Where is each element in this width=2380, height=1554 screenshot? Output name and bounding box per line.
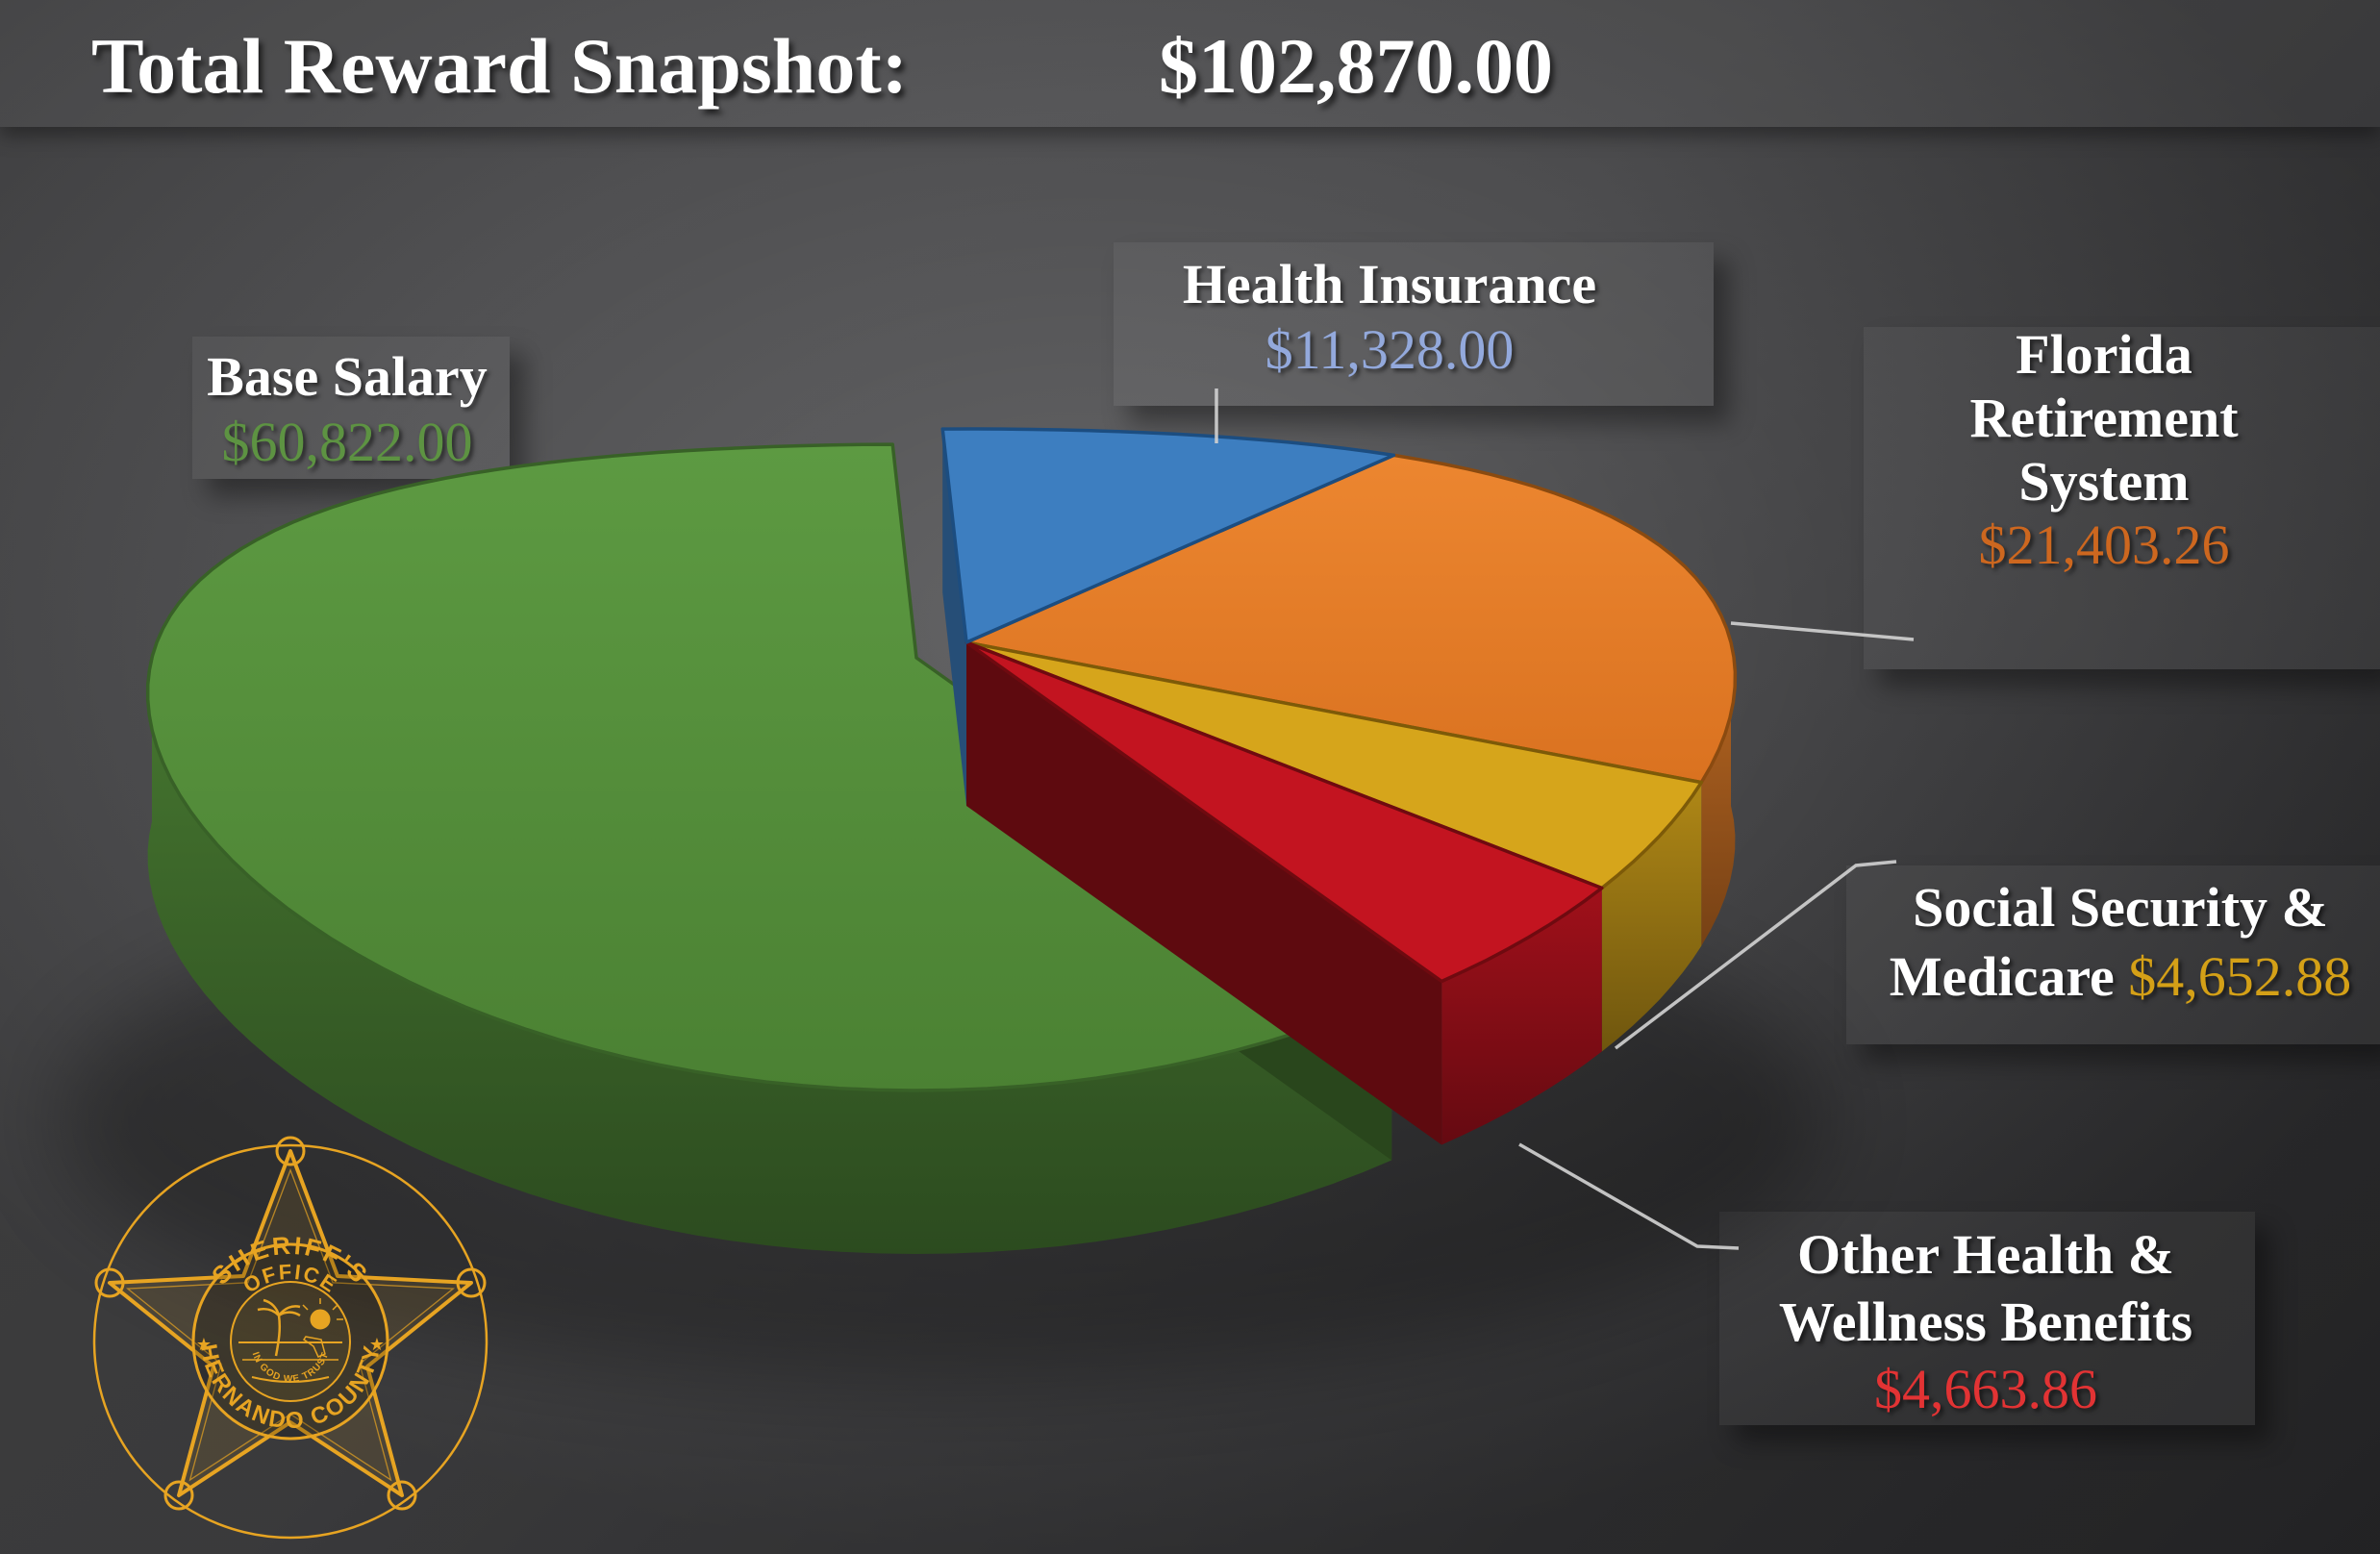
badge-star-outline <box>108 1149 473 1497</box>
callout-social-security-line2: Medicare $4,652.88 <box>1851 942 2380 1012</box>
leader-line-social-security <box>1614 860 1897 1050</box>
leader-line-florida-retirement <box>1730 621 1915 641</box>
page-title: Total Reward Snapshot: $102,870.00 <box>0 21 2380 127</box>
title-total-value: $102,870.00 <box>1159 22 1553 110</box>
callout-panel-base-salary <box>192 337 510 479</box>
callout-panel-florida-retirement <box>1864 327 2380 669</box>
pie-slice-other-health-wellness-benefits-top <box>965 640 1604 984</box>
badge-tip-ball <box>456 1267 487 1298</box>
leader-line-other-health <box>1518 1142 1740 1250</box>
callout-florida-retirement-value: $21,403.26 <box>1978 514 2230 576</box>
pie-slice-florida-retirement-system-top <box>965 453 1738 785</box>
pie-slice-social-security-medicare-top <box>965 640 1704 890</box>
pie-slice-florida-retirement-system-side <box>1701 642 1736 946</box>
pie-slice-other-health-wellness-benefits-side <box>1441 888 1602 1145</box>
callout-base-salary-value: $60,822.00 <box>221 411 473 473</box>
callout-base-salary: Base Salary $60,822.00 <box>145 344 549 475</box>
callout-social-security-line1: Social Security & <box>1913 876 2328 939</box>
badge-tip-ball <box>387 1480 417 1511</box>
callout-other-health-line2: Wellness Benefits <box>1778 1291 2193 1353</box>
callout-florida-retirement-label: Florida Retirement System <box>1969 323 2239 513</box>
callout-other-health-value: $4,663.86 <box>1874 1358 2097 1420</box>
badge-star-right-icon: ★ <box>369 1335 385 1354</box>
badge-sun-rays <box>302 1298 343 1320</box>
pie-slice-other-health-wellness-benefits-cut-face <box>966 642 1442 1145</box>
badge-palm-tree-icon <box>257 1298 301 1357</box>
callout-panel-other-health <box>1719 1212 2255 1425</box>
badge-tip-ball <box>94 1267 125 1298</box>
title-label: Total Reward Snapshot: <box>91 22 909 110</box>
badge-sun-icon <box>310 1309 331 1330</box>
badge-florida-map-icon <box>302 1336 326 1358</box>
pie-slice-base-salary-top <box>145 442 1393 1092</box>
pie-slice-health-insurance-top <box>940 427 1396 644</box>
callout-social-security: Social Security & Medicare $4,652.88 <box>1851 873 2380 1012</box>
pie-slice-base-salary-side <box>147 658 1392 1254</box>
badge-star-inner-outline <box>125 1167 456 1482</box>
callout-other-health: Other Health & Wellness Benefits $4,663.… <box>1726 1221 2245 1423</box>
callout-panel-health-insurance <box>1114 242 1714 406</box>
callout-health-insurance-value: $11,328.00 <box>1265 318 1515 381</box>
badge-ground-line <box>251 1376 330 1383</box>
callout-panel-social-security <box>1846 865 2380 1044</box>
callout-florida-retirement: Florida Retirement System $21,403.26 <box>1914 323 2294 577</box>
pie-slice-social-security-medicare-side <box>1601 782 1702 1052</box>
callout-social-security-value: $4,652.88 <box>2128 945 2352 1008</box>
badge-tip-ball <box>275 1136 306 1166</box>
title-band <box>0 0 2380 127</box>
callout-medicare-label: Medicare <box>1889 945 2115 1008</box>
callout-other-health-line1: Other Health & <box>1797 1223 2174 1286</box>
badge-star-left-icon: ★ <box>196 1335 212 1354</box>
callout-health-insurance-label: Health Insurance <box>1182 253 1597 315</box>
callout-health-insurance: Health Insurance $11,328.00 <box>1087 252 1692 383</box>
badge-tip-ball <box>163 1480 194 1511</box>
pie-slice-health-insurance-cut-face <box>942 429 966 806</box>
callout-base-salary-label: Base Salary <box>207 345 488 408</box>
badge-outer-circle <box>92 1143 489 1540</box>
